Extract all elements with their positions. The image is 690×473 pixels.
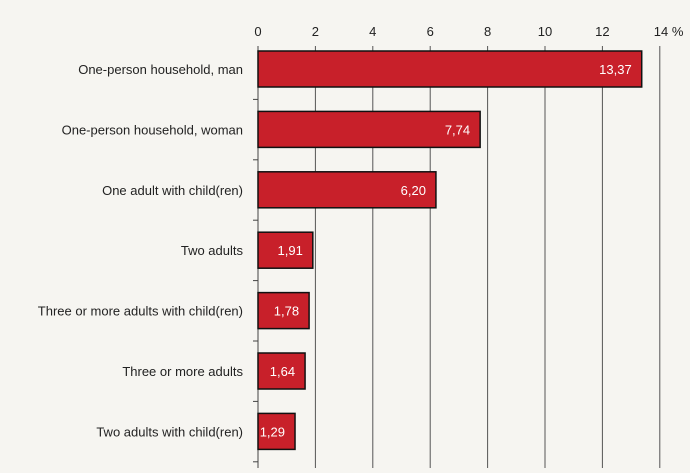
value-label: 1,78 (274, 304, 299, 319)
value-label: 1,64 (270, 364, 295, 379)
category-label: Three or more adults with child(ren) (38, 304, 243, 319)
x-tick-label: 10 (538, 24, 552, 39)
bar (257, 291, 310, 330)
category-labels: One-person household, man One-person hous… (38, 62, 244, 439)
x-tick-label: 6 (427, 24, 434, 39)
x-tick-label: 14 % (654, 24, 684, 39)
category-label: One-person household, woman (62, 122, 243, 137)
category-label: Two adults (181, 243, 244, 258)
x-tick-label: 12 (595, 24, 609, 39)
value-label: 1,91 (278, 243, 303, 258)
grid-lines (253, 46, 661, 468)
category-label: One adult with child(ren) (102, 183, 243, 198)
bar (257, 110, 481, 149)
bars: 13,37 7,74 6,20 1,91 1,78 1,64 1,29 (257, 50, 643, 451)
value-label: 7,74 (445, 122, 470, 137)
bar (257, 231, 314, 269)
bar (257, 50, 643, 88)
value-label: 1,29 (260, 424, 285, 439)
bar (257, 171, 437, 209)
x-tick-label: 4 (369, 24, 376, 39)
value-label: 6,20 (401, 183, 426, 198)
value-label: 13,37 (599, 62, 632, 77)
x-tick-label: 0 (254, 24, 261, 39)
bar (257, 352, 306, 390)
category-label: One-person household, man (78, 62, 243, 77)
x-tick-label: 2 (312, 24, 319, 39)
category-label: Two adults with child(ren) (96, 424, 243, 439)
x-axis-ticks: 0 2 4 6 8 10 12 14 % (254, 24, 683, 39)
x-tick-label: 8 (484, 24, 491, 39)
category-label: Three or more adults (122, 364, 243, 379)
bar (257, 412, 296, 451)
